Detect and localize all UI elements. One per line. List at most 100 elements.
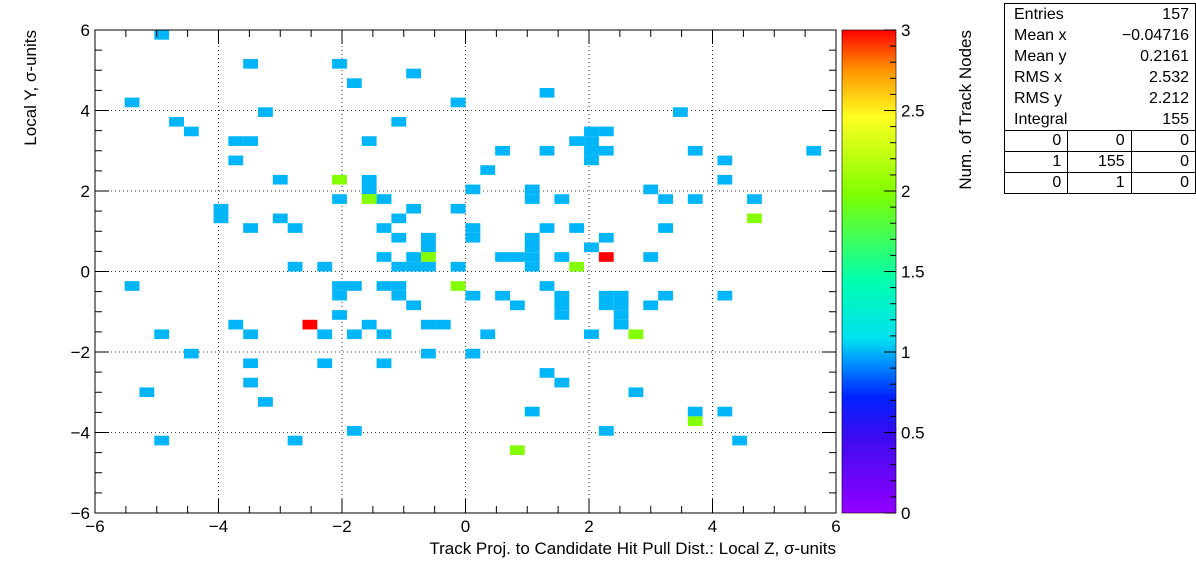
heatmap-cell bbox=[613, 310, 629, 320]
heatmap-cell bbox=[421, 319, 436, 330]
heatmap-cell bbox=[658, 194, 673, 204]
heatmap-cell bbox=[391, 281, 407, 291]
color-scale-tick-label: 1 bbox=[901, 343, 910, 362]
statistics-label: Integral bbox=[1014, 111, 1068, 128]
statistics-grid: 0 0 0 1 155 0 0 1 0 bbox=[1005, 130, 1195, 193]
heatmap-cell bbox=[391, 261, 407, 272]
heatmap-cell bbox=[406, 203, 422, 214]
statistics-rows: Entries 157 Mean x −0.04716 Mean y 0.2161 RMS … bbox=[1005, 4, 1195, 130]
statistics-row: Mean x −0.04716 bbox=[1005, 25, 1195, 46]
heatmap-cell bbox=[747, 213, 762, 224]
statistics-value: −0.04716 bbox=[1121, 27, 1189, 44]
heatmap-cell bbox=[183, 126, 199, 137]
heatmap-cell bbox=[346, 329, 362, 340]
heatmap-cell bbox=[539, 145, 555, 156]
heatmap-cell bbox=[376, 252, 392, 262]
statistics-grid-cell: 0 bbox=[1131, 151, 1195, 172]
heatmap-cell bbox=[554, 252, 570, 262]
heatmap-cell bbox=[598, 126, 614, 137]
statistics-row: Mean y 0.2161 bbox=[1005, 46, 1195, 67]
x-tick-label: 0 bbox=[461, 517, 470, 536]
heatmap-cell bbox=[421, 252, 436, 262]
heatmap-cell bbox=[717, 406, 733, 417]
heatmap-cell bbox=[554, 310, 570, 320]
statistics-label: Mean y bbox=[1014, 48, 1067, 65]
heatmap-cell bbox=[361, 184, 377, 195]
heatmap-cell bbox=[169, 116, 184, 127]
heatmap-cell bbox=[554, 377, 570, 388]
heatmap-cell bbox=[376, 281, 392, 291]
heatmap-cell bbox=[687, 406, 703, 417]
heatmap-cell bbox=[258, 397, 273, 407]
heatmap-cell bbox=[406, 68, 422, 79]
heatmap-cell bbox=[154, 30, 170, 40]
heatmap-cell bbox=[509, 445, 525, 456]
heatmap-cell bbox=[406, 252, 422, 262]
heatmap-cell bbox=[658, 290, 673, 301]
statistics-row: Entries 157 bbox=[1005, 4, 1195, 25]
color-scale-tick-label: 1.5 bbox=[901, 263, 925, 282]
heatmap-cell bbox=[687, 194, 703, 204]
heatmap-cell bbox=[361, 319, 377, 330]
heatmap-cell bbox=[376, 329, 392, 340]
heatmap-cell bbox=[332, 194, 347, 204]
heatmap-cell bbox=[539, 281, 555, 291]
heatmap-cell bbox=[687, 145, 703, 156]
statistics-value: 2.212 bbox=[1148, 90, 1189, 107]
heatmap-cell bbox=[361, 174, 377, 185]
statistics-value: 0.2161 bbox=[1140, 48, 1189, 65]
heatmap-cell bbox=[421, 348, 436, 359]
heatmap-cell bbox=[332, 290, 347, 301]
heatmap-cell bbox=[628, 329, 644, 340]
statistics-grid-cell: 0 bbox=[1005, 130, 1069, 151]
heatmap-cells bbox=[124, 30, 822, 456]
heatmap-cell bbox=[495, 290, 510, 301]
heatmap-cell bbox=[584, 145, 599, 156]
statistics-grid-cell: 0 bbox=[1131, 172, 1195, 193]
heatmap-cell bbox=[421, 261, 436, 272]
heatmap-cell bbox=[643, 300, 659, 311]
heatmap-cell bbox=[509, 300, 525, 311]
color-scale-tick-label: 2 bbox=[901, 182, 910, 201]
heatmap-cell bbox=[613, 319, 629, 330]
heatmap-cell bbox=[465, 223, 481, 233]
heatmap-cell bbox=[569, 261, 585, 272]
heatmap-cell bbox=[465, 184, 481, 195]
heatmap-cell bbox=[317, 358, 333, 369]
heatmap-cell bbox=[509, 252, 525, 262]
heatmap-cell bbox=[480, 329, 496, 340]
heatmap-cell bbox=[465, 232, 481, 243]
x-tick-label: −4 bbox=[209, 517, 228, 536]
x-tick-label: −2 bbox=[332, 517, 351, 536]
statistics-label: RMS y bbox=[1014, 90, 1062, 107]
statistics-box: Entries 157 Mean x −0.04716 Mean y 0.2161 RMS … bbox=[1004, 3, 1196, 194]
y-tick-label: −6 bbox=[71, 504, 90, 523]
statistics-value: 157 bbox=[1162, 6, 1189, 23]
heatmap-cell bbox=[183, 348, 199, 359]
x-tick-labels: −6 −4 −2 0 2 4 6 bbox=[85, 517, 840, 536]
heatmap-cell bbox=[584, 155, 599, 166]
statistics-row: RMS y 2.212 bbox=[1005, 88, 1195, 109]
heatmap-cell bbox=[287, 435, 303, 446]
heatmap-cell bbox=[524, 406, 540, 417]
heatmap-cell bbox=[243, 136, 259, 146]
y-tick-label: −2 bbox=[71, 343, 90, 362]
heatmap-cell bbox=[332, 281, 347, 291]
heatmap-cell bbox=[391, 116, 407, 127]
heatmap-cell bbox=[613, 290, 629, 301]
statistics-label: Mean x bbox=[1014, 27, 1067, 44]
heatmap-cell bbox=[598, 426, 614, 436]
heatmap-cell bbox=[539, 87, 555, 98]
heatmap-cell bbox=[406, 300, 422, 311]
heatmap-cell bbox=[584, 329, 599, 340]
x-tick-label: 6 bbox=[831, 517, 840, 536]
heatmap-cell bbox=[243, 223, 259, 233]
heatmap-cell bbox=[361, 136, 377, 146]
color-scale-tick-label: 2.5 bbox=[901, 102, 925, 121]
heatmap-cell bbox=[598, 300, 614, 311]
heatmap-cell bbox=[465, 290, 481, 301]
statistics-grid-cell: 0 bbox=[1131, 130, 1195, 151]
heatmap-cell bbox=[287, 223, 303, 233]
heatmap-cell bbox=[584, 136, 599, 146]
heatmap-cell bbox=[243, 58, 259, 69]
